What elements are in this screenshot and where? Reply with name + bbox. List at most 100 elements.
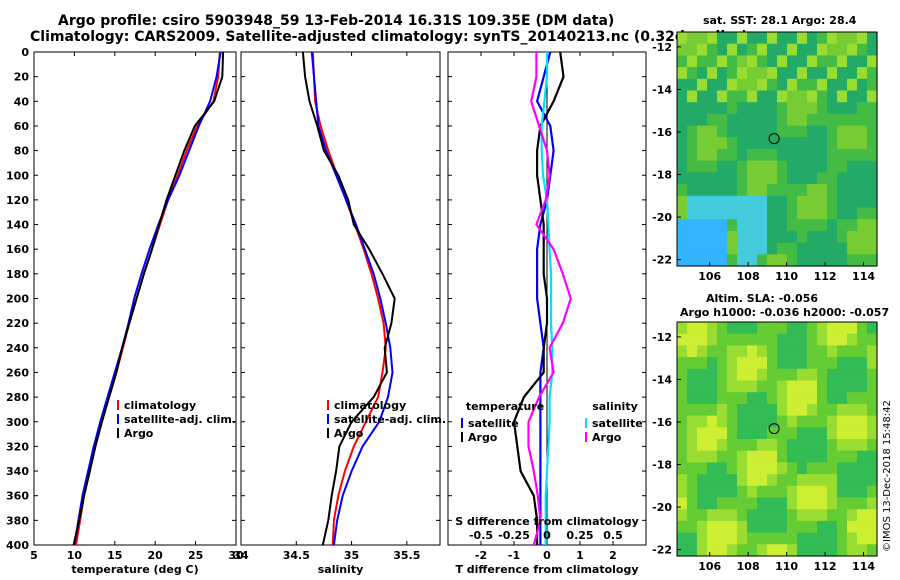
map-cell	[837, 160, 848, 173]
map-cell	[767, 462, 778, 475]
map-cell	[777, 532, 788, 545]
map-cell	[687, 427, 698, 440]
map-cell	[747, 380, 758, 393]
map-cell	[767, 102, 778, 115]
map-cell	[717, 125, 728, 138]
map-cell	[837, 474, 848, 487]
map-cell	[717, 160, 728, 173]
map-cell	[837, 195, 848, 209]
map-cell	[767, 345, 778, 358]
map-cell	[787, 242, 798, 255]
map-cell	[707, 322, 718, 335]
map-cell	[767, 184, 778, 197]
map-cell	[867, 415, 878, 428]
legend-label: climatology	[124, 399, 196, 412]
map-cell	[867, 207, 878, 220]
map-cell	[687, 160, 698, 173]
sst-map-frame	[676, 31, 878, 267]
map-cell	[687, 380, 698, 393]
map-cell	[677, 439, 688, 452]
map-cell	[787, 380, 798, 393]
map-cell	[797, 195, 808, 209]
map-cell	[777, 427, 788, 440]
map-cell	[797, 125, 808, 138]
map-cell	[717, 403, 728, 417]
map-cell	[727, 195, 738, 209]
map-cell	[697, 497, 708, 510]
map-cell	[767, 113, 778, 127]
map-cell	[817, 427, 828, 440]
map-cell	[817, 137, 828, 150]
map-cell	[717, 43, 728, 56]
map-cell	[807, 427, 818, 440]
argo-location-marker	[768, 133, 780, 145]
map-cell	[707, 509, 718, 522]
map-cell	[707, 427, 718, 440]
map-cell	[797, 149, 808, 162]
map-cell	[817, 403, 828, 417]
map-cell	[837, 497, 848, 510]
map-cell	[767, 497, 778, 510]
map-cell	[837, 403, 848, 417]
salinity-tick-label: -0.25	[498, 529, 530, 542]
map-cell	[767, 544, 778, 557]
map-cell	[737, 184, 748, 197]
map-cell	[707, 532, 718, 545]
map-cell	[817, 333, 828, 346]
map-cell	[817, 172, 828, 185]
map-cell	[797, 172, 808, 185]
map-cell	[797, 322, 808, 335]
map-cell	[727, 415, 738, 428]
map-cell	[677, 357, 688, 370]
map-cell	[757, 55, 768, 68]
map-cell	[737, 415, 748, 428]
map-cell	[787, 333, 798, 346]
map-cell	[727, 113, 738, 127]
map-cell	[807, 230, 818, 244]
map-cell	[837, 67, 848, 80]
map-cell	[757, 219, 768, 232]
map-cell	[797, 462, 808, 475]
map-cell	[737, 392, 748, 405]
map-cell	[707, 333, 718, 346]
x-axis-label: temperature (deg C)	[71, 563, 198, 576]
map-cell	[847, 462, 858, 475]
map-cell	[727, 322, 738, 335]
map-cell	[847, 368, 858, 382]
map-cell	[687, 43, 698, 56]
map-cell	[847, 427, 858, 440]
map-cell	[747, 322, 758, 335]
map-cell	[757, 254, 768, 267]
map-cell	[737, 113, 748, 127]
salinity-tick-label: 0	[543, 529, 551, 542]
map-cell	[847, 357, 858, 370]
map-cell	[797, 43, 808, 56]
map-cell	[867, 254, 878, 267]
map-cell	[737, 160, 748, 173]
map-cell	[857, 184, 868, 197]
map-cell	[777, 345, 788, 358]
map-cell	[757, 43, 768, 56]
map-cell	[837, 230, 848, 244]
map-cell	[687, 544, 698, 557]
map-cell	[717, 450, 728, 463]
map-cell	[797, 450, 808, 463]
map-cell	[707, 380, 718, 393]
map-cell	[797, 113, 808, 127]
map-cell	[677, 254, 688, 267]
map-cell	[737, 242, 748, 255]
map-cell	[847, 113, 858, 127]
map-cell	[737, 102, 748, 115]
map-cell	[797, 184, 808, 197]
map-cell	[687, 137, 698, 150]
map-cell	[807, 403, 818, 417]
map-cell	[847, 67, 858, 80]
map-cell	[837, 357, 848, 370]
map-cell	[867, 172, 878, 185]
map-cell	[727, 357, 738, 370]
map-cell	[717, 32, 728, 45]
map-cell	[727, 207, 738, 220]
map-cell	[777, 415, 788, 428]
map-cell	[687, 532, 698, 545]
map-cell	[677, 485, 688, 499]
